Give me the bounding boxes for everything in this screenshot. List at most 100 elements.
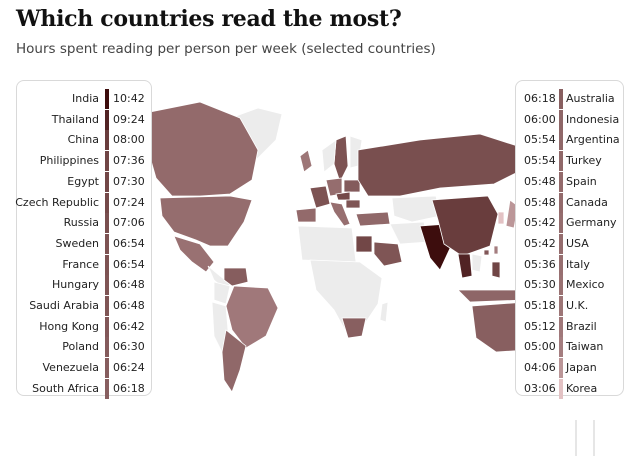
value-color-bar [105, 213, 109, 234]
country-label: Hong Kong [39, 319, 99, 333]
country-label: USA [566, 236, 589, 250]
map-region-turkey [355, 211, 391, 227]
map-region-south-africa [341, 317, 367, 339]
value-color-bar [559, 233, 563, 254]
map-region-central-asia [391, 195, 441, 223]
map-region-venezuela [223, 267, 249, 287]
country-label: Argentina [566, 133, 620, 147]
map-region-philippines [491, 261, 501, 279]
reading-time-label: 05:36 [524, 257, 556, 271]
ranking-row: U.K. 05:18 [516, 296, 623, 316]
value-color-bar [559, 213, 563, 234]
country-label: France [62, 257, 99, 271]
reading-time-label: 07:30 [113, 174, 145, 188]
ranking-row: Poland 06:30 [17, 337, 151, 358]
value-color-bar [105, 358, 109, 379]
ranking-row: USA 05:42 [516, 233, 623, 254]
country-label: Australia [566, 92, 615, 105]
map-region-norway-finland [321, 135, 363, 173]
value-color-bar [105, 89, 109, 109]
ranking-row: Venezuela 06:24 [17, 358, 151, 379]
value-color-bar [559, 171, 563, 192]
map-region-thailand [457, 253, 473, 279]
country-label: Mexico [566, 278, 605, 292]
country-label: Czech Republic [15, 195, 99, 209]
ranking-row: Turkey 05:54 [516, 151, 623, 172]
ranking-row: Mexico 05:30 [516, 275, 623, 296]
country-label: Thailand [51, 112, 99, 126]
country-label: Brazil [566, 319, 597, 333]
ranking-row: Philippines 07:36 [17, 151, 151, 172]
country-label: India [72, 92, 99, 105]
country-label: Poland [62, 340, 99, 354]
reading-time-label: 06:00 [524, 112, 556, 126]
value-color-bar [559, 275, 563, 296]
map-region-southeast-asia [471, 253, 483, 273]
map-region-africa [309, 259, 383, 333]
reading-time-label: 07:36 [113, 154, 145, 168]
reading-time-label: 06:48 [113, 299, 145, 312]
reading-time-label: 08:00 [113, 133, 145, 147]
reading-time-label: 06:54 [113, 236, 145, 250]
map-region-hungary [345, 199, 361, 209]
reading-time-label: 09:24 [113, 112, 145, 126]
value-color-bar [105, 151, 109, 172]
map-region-italy [329, 201, 351, 227]
reading-time-label: 05:00 [524, 340, 556, 354]
value-color-bar [559, 89, 563, 109]
map-region-hong-kong [483, 249, 490, 256]
map-region-france [309, 185, 331, 209]
map-region-russia [357, 133, 531, 197]
country-label: Indonesia [566, 112, 620, 126]
country-label: Philippines [39, 154, 99, 168]
value-color-bar [559, 109, 563, 130]
ranking-row: Brazil 05:12 [516, 316, 623, 337]
map-region-canada [147, 101, 259, 197]
reading-time-label: 05:54 [524, 154, 556, 168]
value-color-bar [105, 316, 109, 337]
chart-title: Which countries read the most? [16, 6, 402, 32]
ranking-row: China 08:00 [17, 130, 151, 151]
map-region-brazil [225, 285, 279, 349]
value-color-bar [105, 130, 109, 151]
reading-time-label: 07:06 [113, 216, 145, 230]
value-color-bar [559, 316, 563, 337]
reading-time-label: 06:24 [113, 361, 145, 375]
ranking-row: Korea 03:06 [516, 378, 623, 399]
value-color-bar [559, 192, 563, 213]
decorative-line [593, 420, 595, 456]
ranking-row: South Africa 06:18 [17, 378, 151, 399]
reading-time-label: 06:18 [524, 92, 556, 105]
reading-time-label: 05:48 [524, 174, 556, 188]
ranking-row: Egypt 07:30 [17, 171, 151, 192]
map-region-mexico [173, 235, 215, 273]
map-region-madagascar [379, 301, 389, 323]
reading-time-label: 07:24 [113, 195, 145, 209]
map-region-argentina [221, 329, 247, 393]
country-label: Spain [566, 174, 597, 188]
reading-time-label: 05:30 [524, 278, 556, 292]
value-color-bar [559, 296, 563, 316]
ranking-row: Sweden 06:54 [17, 233, 151, 254]
reading-time-label: 10:42 [113, 92, 145, 105]
ranking-row: Hong Kong 06:42 [17, 316, 151, 337]
country-label: Italy [566, 257, 590, 271]
ranking-row: Australia 06:18 [516, 89, 623, 109]
country-label: U.K. [566, 299, 589, 312]
value-color-bar [105, 296, 109, 316]
value-color-bar [105, 233, 109, 254]
country-label: Germany [566, 216, 617, 230]
reading-time-label: 05:18 [524, 299, 556, 312]
reading-time-label: 05:42 [524, 216, 556, 230]
ranking-row: France 06:54 [17, 254, 151, 275]
map-region-uk [299, 149, 313, 173]
value-color-bar [559, 130, 563, 151]
map-region-spain [295, 207, 317, 223]
value-color-bar [559, 254, 563, 275]
value-color-bar [559, 337, 563, 358]
map-region-china [431, 195, 499, 257]
country-label: Egypt [67, 174, 99, 188]
ranking-row: Germany 05:42 [516, 213, 623, 234]
map-region-north-africa [297, 225, 357, 263]
reading-time-label: 06:42 [113, 319, 145, 333]
